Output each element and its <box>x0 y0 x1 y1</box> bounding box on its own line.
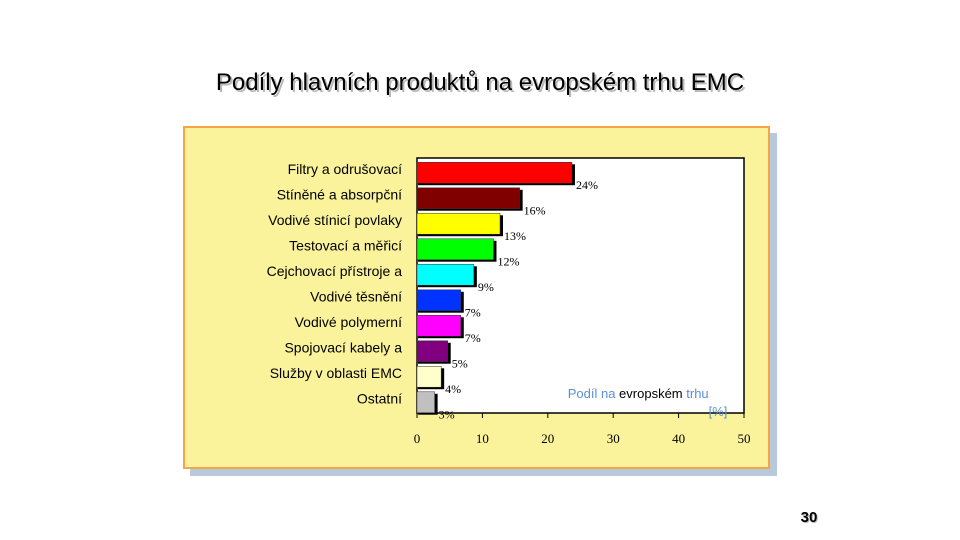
category-label: Vodivé těsnění <box>310 289 402 305</box>
data-label: 3% <box>439 408 455 422</box>
data-label: 12% <box>497 255 519 269</box>
x-axis-title-word: [%] <box>709 404 728 419</box>
bar <box>416 238 494 260</box>
data-label: 4% <box>445 382 461 396</box>
category-label: Testovací a měřicí <box>289 238 402 254</box>
x-tick-label: 0 <box>414 431 421 446</box>
bar <box>416 315 462 337</box>
category-label: Vodivé polymerní <box>295 314 403 330</box>
bar <box>416 340 448 362</box>
x-axis-title-word: evropském <box>615 386 682 401</box>
data-label: 7% <box>465 331 481 345</box>
x-axis-title: Podíl na evropském trhu [%] <box>568 386 728 419</box>
labels-layer: Filtry a odrušovací 24% Stíněné a absorpčn… <box>267 161 598 422</box>
data-label: 24% <box>576 178 598 192</box>
category-label: Filtry a odrušovací <box>288 161 402 177</box>
bar <box>416 162 573 184</box>
category-label: Vodivé stínicí povlaky <box>268 212 402 228</box>
bar <box>416 187 520 209</box>
x-axis-title-word: na <box>597 386 616 401</box>
data-label: 9% <box>478 280 494 294</box>
x-axis-title-line-1: Podíl na evropském trhu <box>568 386 709 401</box>
x-axis-title-word: Podíl <box>568 386 598 401</box>
bar <box>416 264 475 286</box>
x-tick-label: 30 <box>607 431 620 446</box>
x-axis-title-line-2: [%] <box>709 404 728 419</box>
data-label: 5% <box>452 357 468 371</box>
bar <box>416 366 442 388</box>
slide-title: Podíly hlavních produktů na evropském tr… <box>215 69 745 96</box>
bar <box>416 391 435 413</box>
category-label: Služby v oblasti EMC <box>270 365 402 381</box>
bar <box>416 213 501 235</box>
category-label: Spojovací kabely a <box>284 340 402 356</box>
x-tick-label: 50 <box>738 431 751 446</box>
x-tick-label: 40 <box>672 431 685 446</box>
data-label: 13% <box>504 229 526 243</box>
bars-layer <box>416 162 575 415</box>
bar <box>416 289 462 311</box>
x-tick-label: 20 <box>541 431 554 446</box>
x-axis: 0 10 20 30 40 50 <box>414 413 751 446</box>
data-label: 7% <box>465 306 481 320</box>
page-number: 30 <box>800 509 818 526</box>
category-label: Ostatní <box>357 391 402 407</box>
category-label: Stíněné a absorpční <box>277 187 402 203</box>
data-label: 16% <box>524 204 546 218</box>
category-label: Cejchovací přístroje a <box>267 263 403 279</box>
x-axis-title-word: trhu <box>683 386 709 401</box>
x-tick-label: 10 <box>476 431 489 446</box>
